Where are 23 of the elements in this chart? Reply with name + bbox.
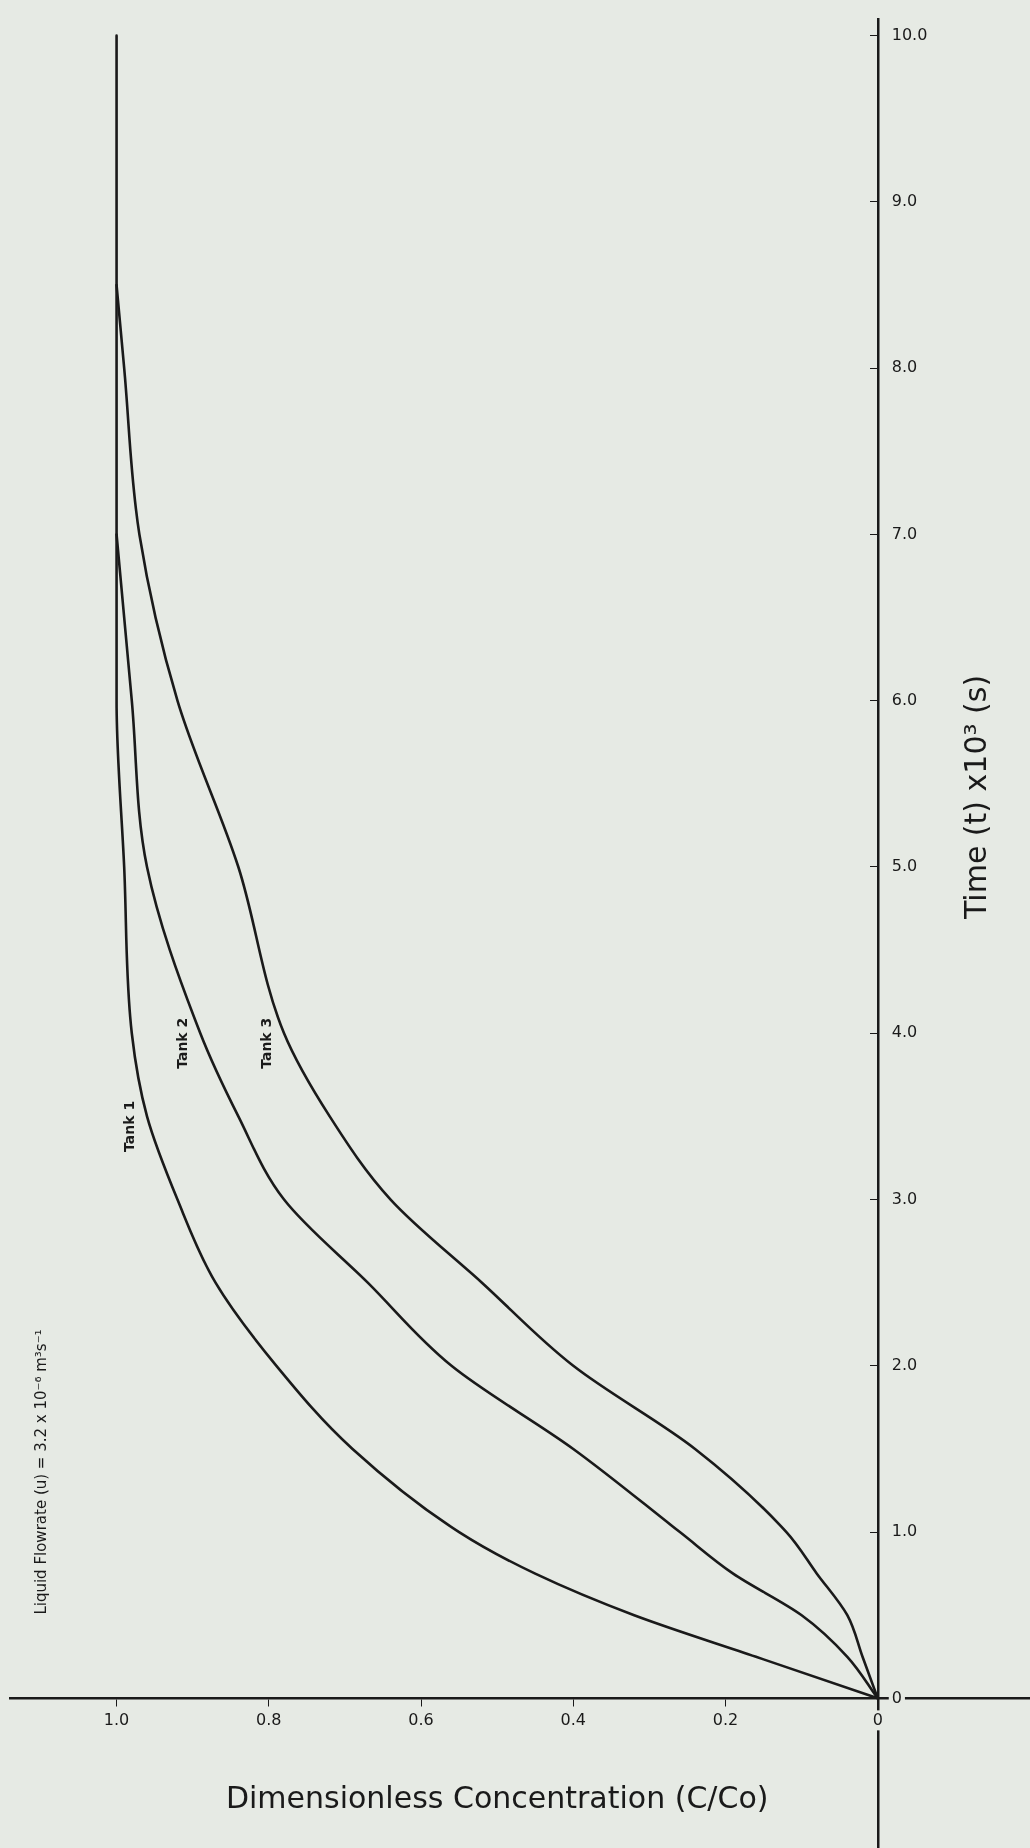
y-tick-label: 5.0 xyxy=(891,856,918,876)
y-tick-label: 2.0 xyxy=(891,1354,918,1374)
text: Tank 1 xyxy=(120,1100,137,1152)
text: Tank 2 xyxy=(173,1017,190,1069)
y-tick-label: 8.0 xyxy=(891,357,918,377)
x-tick-label: 0.6 xyxy=(408,1709,434,1729)
x-tick-label: 1.0 xyxy=(103,1709,130,1729)
y-tick-label: 7.0 xyxy=(891,523,918,543)
x-tick-label: 0.8 xyxy=(256,1709,282,1729)
y-tick-label: 0 xyxy=(891,1687,902,1707)
x-tick-label: 0.4 xyxy=(560,1709,587,1729)
x-tick-label: 0 xyxy=(872,1709,883,1729)
y-tick-label: 1.0 xyxy=(891,1521,918,1541)
x-tick-label: 0.2 xyxy=(712,1709,739,1729)
text: Tank 3 xyxy=(257,1017,274,1069)
y-axis-title: Time (t) x10³ (s) xyxy=(957,674,993,921)
x-axis-title: Dimensionless Concentration (C/Co) xyxy=(225,1780,769,1816)
annotation: Liquid Flowrate (u) = 3.2 x 10⁻⁶ m³s⁻¹ xyxy=(32,1329,51,1615)
y-tick-label: 3.0 xyxy=(891,1188,918,1208)
y-tick-label: 9.0 xyxy=(891,191,918,211)
y-tick-label: 10.0 xyxy=(891,24,928,44)
y-tick-label: 4.0 xyxy=(891,1022,918,1042)
y-tick-label: 6.0 xyxy=(891,689,918,709)
